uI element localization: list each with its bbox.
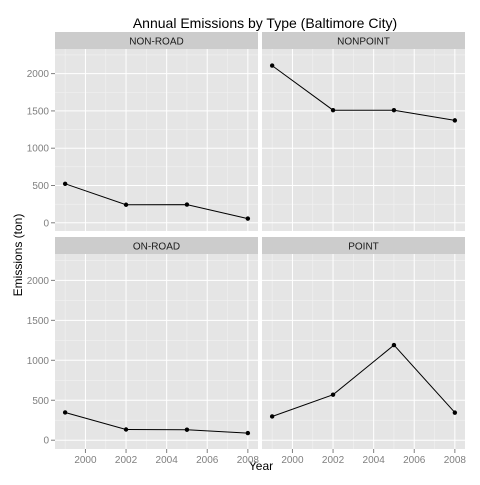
y-tick-label: 1000	[27, 144, 50, 155]
facet-panel-nonpoint: NONPOINT	[262, 32, 465, 231]
y-tick-label: 1500	[27, 316, 50, 327]
data-point	[330, 392, 336, 397]
facet-strip	[55, 237, 258, 254]
x-tick-label: 2008	[444, 455, 467, 466]
x-tick-label: 2000	[74, 455, 97, 466]
y-tick-label: 2000	[27, 69, 50, 80]
y-tick-label: 2000	[27, 276, 50, 287]
series-line-point	[271, 344, 456, 417]
x-tick-label: 2002	[322, 455, 345, 466]
data-point	[245, 216, 251, 221]
x-tick-label: 2004	[363, 455, 386, 466]
x-tick-label: 2006	[403, 455, 426, 466]
panel-background	[55, 49, 258, 231]
data-point	[452, 118, 458, 123]
y-tick-label: 1500	[27, 106, 50, 117]
panel-background	[262, 49, 465, 231]
facet-panel-point: POINT 2000 2002 2004 2006 2008	[262, 237, 466, 466]
facet-panel-non-road: NON-ROAD 0 500 1000 1500 2000	[27, 32, 258, 231]
data-point	[123, 202, 129, 207]
chart-title: Annual Emissions by Type (Baltimore City…	[133, 15, 397, 31]
series-line-on-road	[65, 412, 248, 434]
x-tick-label: 2008	[237, 455, 260, 466]
facet-strip-label: POINT	[348, 242, 379, 253]
data-point	[330, 107, 336, 113]
data-point	[62, 410, 68, 415]
y-tick-label: 1000	[27, 356, 50, 367]
data-point	[269, 414, 275, 419]
panel-background	[262, 254, 465, 449]
facet-panel-on-road: ON-ROAD 0 500 1000 1500 2000 2000 2002 2004 2006 2…	[27, 237, 260, 466]
panel-background	[55, 254, 258, 449]
data-point	[452, 410, 458, 415]
y-tick-label: 500	[32, 396, 49, 407]
facet-panels: NON-ROAD 0 500 1000 1500 2000 NONPOINT ON-ROAD 0…	[27, 32, 466, 466]
data-point	[391, 107, 397, 113]
data-point	[245, 430, 251, 436]
x-tick-label: 2004	[156, 455, 179, 466]
data-point	[269, 63, 275, 68]
series-line-nonpoint	[271, 65, 455, 121]
data-point	[62, 181, 68, 186]
data-point	[184, 202, 190, 207]
facet-strip	[55, 32, 258, 49]
data-point	[391, 342, 397, 348]
series-line-non-road	[65, 183, 248, 220]
facet-strip	[262, 32, 465, 49]
y-tick-label: 0	[43, 436, 49, 447]
x-tick-label: 2002	[115, 455, 138, 466]
data-point	[123, 427, 129, 432]
facet-strip	[262, 237, 465, 254]
y-tick-label: 0	[43, 218, 49, 229]
y-tick-label: 500	[32, 181, 49, 192]
facet-strip-label: NON-ROAD	[129, 37, 183, 48]
x-axis-title: Year	[249, 459, 273, 473]
data-point	[184, 427, 190, 432]
facet-strip-label: ON-ROAD	[133, 242, 180, 253]
facet-strip-label: NONPOINT	[337, 37, 390, 48]
x-tick-label: 2006	[196, 455, 219, 466]
x-tick-label: 2000	[281, 455, 304, 466]
y-axis-title: Emissions (ton)	[11, 214, 25, 297]
